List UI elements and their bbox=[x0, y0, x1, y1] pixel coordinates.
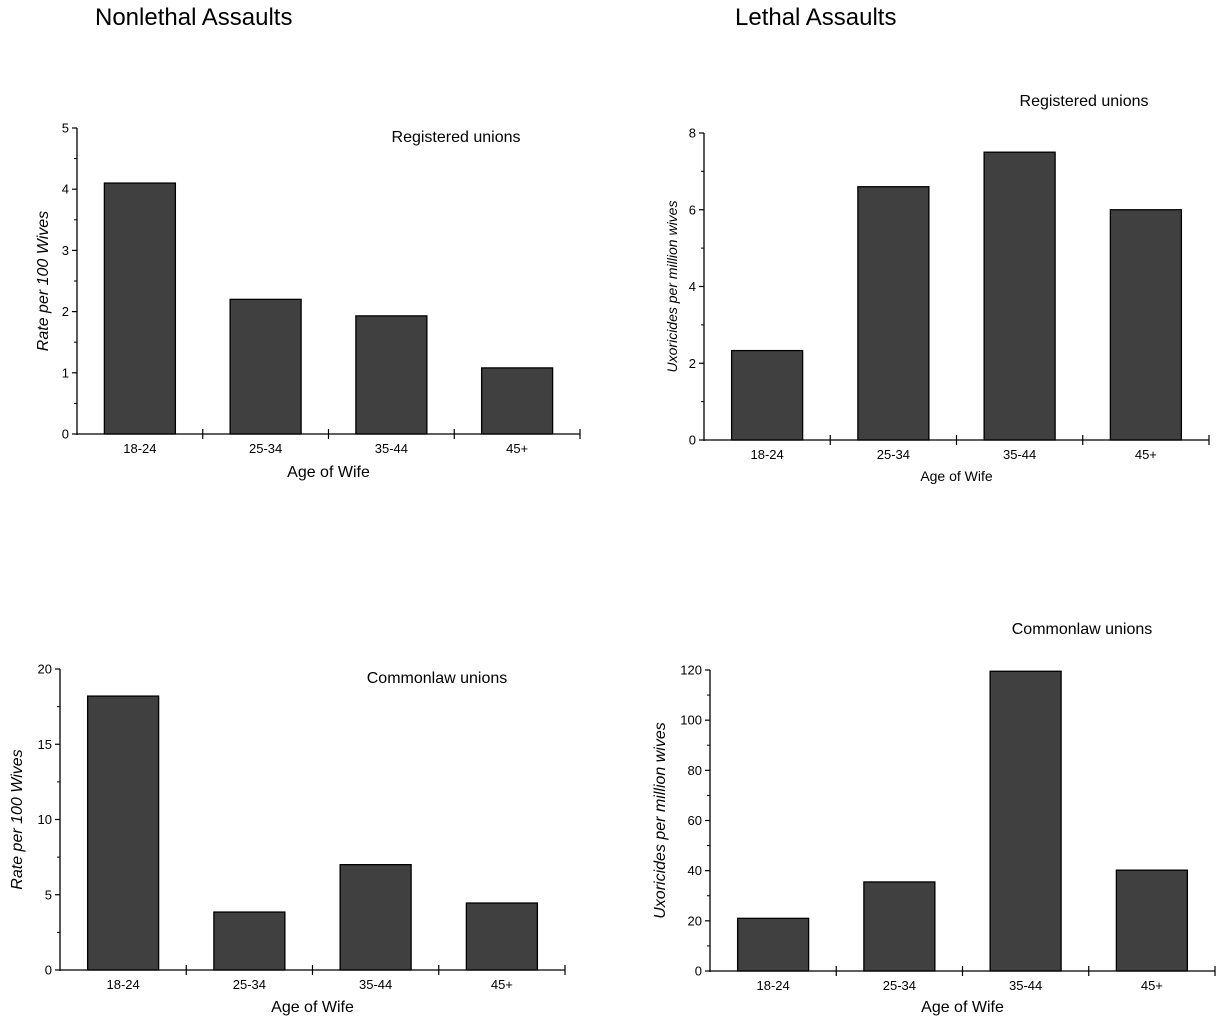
y-axis-label: Rate per 100 Wives bbox=[9, 749, 26, 889]
bar-45+ bbox=[1115, 869, 1189, 972]
panel-subtitle: Commonlaw unions bbox=[1012, 621, 1153, 638]
y-tick-label: 4 bbox=[62, 182, 69, 197]
x-tick-label: 25-34 bbox=[233, 977, 266, 992]
y-tick-label: 120 bbox=[680, 663, 702, 678]
x-axis-label: Age of Wife bbox=[287, 464, 370, 481]
y-tick-label: 100 bbox=[680, 713, 702, 728]
panel-subtitle: Commonlaw unions bbox=[367, 670, 508, 687]
bar-25-34 bbox=[863, 881, 936, 972]
lethal-column-title: Lethal Assaults bbox=[735, 4, 897, 31]
bar-25-34 bbox=[213, 911, 286, 971]
y-tick-label: 6 bbox=[689, 202, 696, 217]
y-tick-label: 0 bbox=[689, 433, 696, 448]
y-tick-label: 2 bbox=[689, 356, 696, 371]
y-tick-label: 0 bbox=[45, 963, 52, 978]
x-tick-label: 18-24 bbox=[757, 978, 790, 993]
panel-subtitle: Registered unions bbox=[392, 129, 521, 146]
bar-18-24 bbox=[103, 182, 177, 435]
y-tick-label: 4 bbox=[689, 279, 696, 294]
bar-18-24 bbox=[86, 695, 160, 971]
x-tick-label: 45+ bbox=[1135, 447, 1157, 462]
bar-45+ bbox=[1109, 209, 1183, 441]
y-axis-label: Uxoricides per million wives bbox=[652, 722, 669, 919]
y-tick-label: 20 bbox=[688, 913, 702, 928]
y-tick-label: 10 bbox=[38, 812, 52, 827]
bar-35-44 bbox=[983, 151, 1056, 441]
x-tick-label: 45+ bbox=[1141, 978, 1163, 993]
y-tick-label: 20 bbox=[38, 662, 52, 677]
y-axis-label: Uxoricides per million wives bbox=[664, 201, 680, 373]
x-axis-label: Age of Wife bbox=[920, 468, 993, 484]
y-tick-label: 2 bbox=[62, 304, 69, 319]
bar-35-44 bbox=[989, 670, 1062, 972]
y-tick-label: 40 bbox=[688, 863, 702, 878]
y-tick-label: 60 bbox=[688, 813, 702, 828]
x-tick-label: 35-44 bbox=[1003, 447, 1036, 462]
y-tick-label: 1 bbox=[62, 365, 69, 380]
x-tick-label: 45+ bbox=[491, 977, 513, 992]
bar-35-44 bbox=[355, 315, 428, 435]
y-tick-label: 5 bbox=[62, 121, 69, 136]
x-tick-label: 18-24 bbox=[107, 977, 140, 992]
y-tick-label: 80 bbox=[688, 763, 702, 778]
bar-18-24 bbox=[730, 349, 804, 441]
x-tick-label: 25-34 bbox=[883, 978, 916, 993]
y-tick-label: 5 bbox=[45, 887, 52, 902]
y-tick-label: 0 bbox=[695, 964, 702, 979]
x-tick-label: 25-34 bbox=[249, 441, 282, 456]
bar-18-24 bbox=[736, 917, 810, 972]
x-axis-label: Age of Wife bbox=[921, 999, 1004, 1016]
y-axis-label: Rate per 100 Wives bbox=[35, 211, 52, 351]
y-tick-label: 8 bbox=[689, 126, 696, 141]
x-axis-label: Age of Wife bbox=[271, 999, 354, 1016]
x-tick-label: 35-44 bbox=[1009, 978, 1042, 993]
bar-25-34 bbox=[229, 298, 302, 435]
y-tick-label: 3 bbox=[62, 243, 69, 258]
x-tick-label: 35-44 bbox=[375, 441, 408, 456]
bar-45+ bbox=[465, 902, 539, 971]
bar-35-44 bbox=[339, 864, 412, 971]
x-tick-label: 35-44 bbox=[359, 977, 392, 992]
bar-25-34 bbox=[857, 186, 930, 441]
y-tick-label: 15 bbox=[38, 737, 52, 752]
x-tick-label: 18-24 bbox=[123, 441, 156, 456]
bar-45+ bbox=[480, 367, 554, 435]
y-tick-label: 0 bbox=[62, 427, 69, 442]
x-tick-label: 18-24 bbox=[751, 447, 784, 462]
panel-subtitle: Registered unions bbox=[1020, 93, 1149, 110]
x-tick-label: 25-34 bbox=[877, 447, 910, 462]
x-tick-label: 45+ bbox=[506, 441, 528, 456]
nonlethal-column-title: Nonlethal Assaults bbox=[95, 4, 293, 31]
